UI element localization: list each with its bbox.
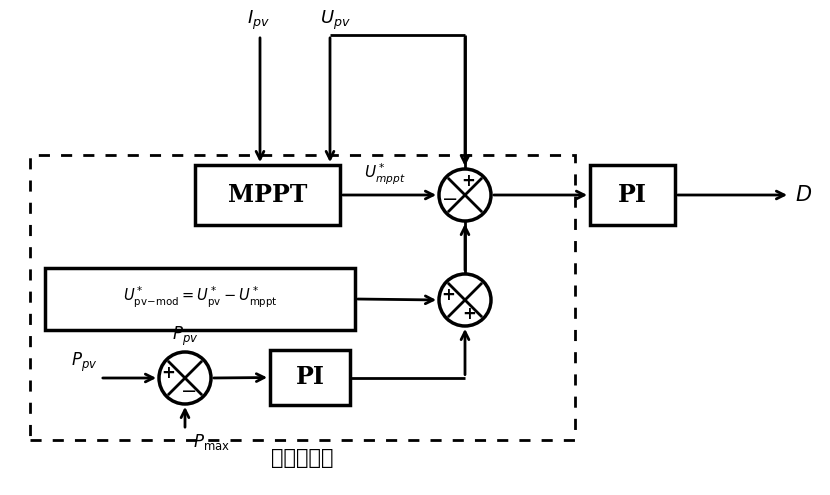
Text: $U_{pv}$: $U_{pv}$ [320,9,350,32]
Text: MPPT: MPPT [227,183,307,207]
Bar [590,165,675,225]
Text: +: + [441,286,455,304]
Bar [270,350,350,405]
Text: +: + [462,305,476,323]
Circle shape [439,274,491,326]
Text: +: + [161,364,175,382]
Circle shape [159,352,211,404]
Text: PI: PI [295,365,325,390]
Text: $D$: $D$ [795,185,812,205]
Bar [45,268,355,330]
Circle shape [439,169,491,221]
Bar [30,155,575,440]
Text: $P_{pv}$: $P_{pv}$ [172,325,198,348]
Text: $U^*_{mppt}$: $U^*_{mppt}$ [364,162,405,187]
Text: $I_{pv}$: $I_{pv}$ [247,9,270,32]
Text: +: + [461,172,475,190]
Text: $U^*_{\rm pv\!-\!mod}=U^*_{\rm pv}-U^*_{\rm mppt}$: $U^*_{\rm pv\!-\!mod}=U^*_{\rm pv}-U^*_{… [123,285,277,309]
Text: −: − [442,191,458,209]
Text: $P_{\max}$: $P_{\max}$ [193,432,230,452]
Text: $P_{pv}$: $P_{pv}$ [71,351,97,374]
Text: −: − [181,382,198,401]
Text: PI: PI [618,183,647,207]
Bar [195,165,340,225]
Text: 降功率控制: 降功率控制 [271,448,334,468]
